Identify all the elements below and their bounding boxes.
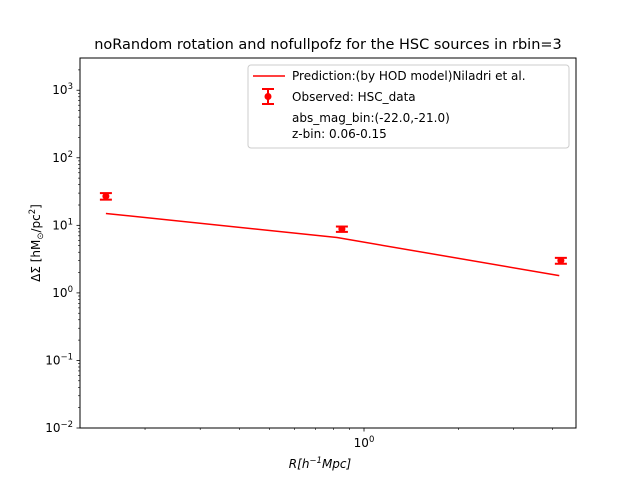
legend: Prediction:(by HOD model)Niladri et al. … (247, 64, 570, 149)
data-point (338, 225, 346, 233)
prediction-line (105, 212, 560, 277)
y-tick-label: 10−2 (45, 420, 73, 435)
data-point (557, 257, 565, 265)
data-point (102, 192, 110, 200)
y-axis-label: ΔΣ [hM⊙/pc2] (28, 204, 46, 282)
chart-title: noRandom rotation and nofullpofz for the… (94, 37, 562, 53)
x-axis-ticks: 100 (144, 428, 553, 450)
y-tick-label: 103 (52, 82, 73, 97)
y-tick-label: 10−1 (45, 352, 73, 367)
legend-label-observed: Observed: HSC_data (292, 90, 416, 104)
legend-note-z-bin: z-bin: 0.06-0.15 (292, 127, 387, 141)
legend-note-abs-mag-bin: abs_mag_bin:(-22.0,-21.0) (292, 111, 450, 125)
legend-box (247, 64, 570, 149)
x-axis-label: R[h−1Mpc] (289, 456, 352, 471)
plot-marks (99, 192, 567, 277)
legend-errorbar-swatch (262, 88, 274, 105)
legend-label-prediction: Prediction:(by HOD model)Niladri et al. (292, 69, 526, 83)
y-tick-label: 101 (52, 217, 73, 232)
plot-frame (79, 57, 577, 429)
x-tick-label: 100 (354, 435, 375, 450)
y-tick-label: 100 (52, 285, 73, 300)
y-tick-label: 102 (52, 150, 73, 165)
y-axis-ticks: 10−2 10−1 100 101 102 103 (45, 69, 80, 435)
